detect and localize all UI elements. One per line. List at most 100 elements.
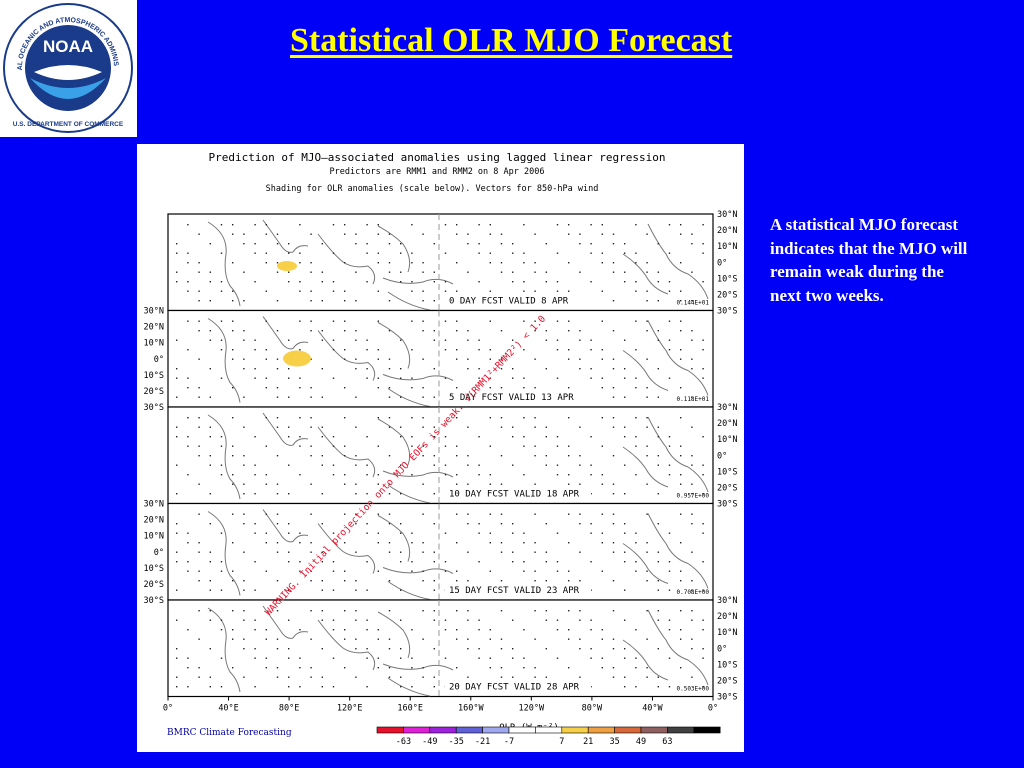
wind-dot — [500, 523, 503, 525]
wind-dot — [646, 455, 648, 457]
wind-dot — [646, 676, 648, 678]
colorbar-tick-label: -49 — [422, 737, 437, 747]
lat-tick-label: 10°S — [717, 660, 737, 670]
wind-dot — [310, 542, 312, 544]
wind-dot — [332, 349, 335, 351]
wind-dot — [265, 629, 267, 631]
wind-dot — [265, 513, 267, 515]
wind-dot — [220, 686, 223, 688]
wind-dot — [691, 551, 693, 553]
wind-dot — [209, 281, 211, 283]
wind-dot — [635, 561, 637, 563]
wind-dot — [590, 648, 592, 650]
wind-dot — [232, 233, 234, 235]
wind-dot — [377, 224, 379, 226]
wind-dot — [467, 619, 469, 621]
lat-tick-label: 10°S — [144, 564, 164, 574]
lat-tick-label: 20°S — [717, 676, 737, 686]
wind-dot — [702, 493, 704, 495]
wind-dot — [579, 648, 581, 650]
wind-dot — [232, 629, 234, 631]
wind-dot — [590, 561, 592, 563]
wind-dot — [523, 561, 525, 563]
wind-dot — [321, 493, 323, 495]
wind-dot — [489, 233, 491, 235]
wind-dot — [590, 243, 592, 245]
wind-dot — [601, 377, 603, 379]
wind-dot — [411, 667, 413, 669]
wind-dot — [388, 648, 391, 650]
wind-dot — [657, 368, 659, 370]
forecast-panel: 10 DAY FCST VALID 18 APR 0.957E+00 30°N 20°… — [167, 403, 737, 510]
wind-dot — [556, 657, 559, 659]
colorbar-segment — [667, 726, 695, 734]
wind-dot — [500, 483, 503, 485]
wind-dot — [456, 290, 458, 292]
wind-dot — [187, 262, 189, 264]
wind-dot — [478, 523, 480, 525]
wind-dot — [601, 570, 603, 572]
coastline — [377, 225, 411, 273]
wind-dot — [635, 377, 637, 379]
wind-dot — [276, 368, 279, 370]
wind-dot — [646, 426, 648, 428]
wind-dot — [332, 281, 335, 283]
wind-dot — [668, 252, 671, 254]
coastline — [317, 330, 376, 381]
wind-dot — [276, 358, 279, 360]
wind-dot — [500, 233, 503, 235]
wind-dot — [579, 330, 581, 332]
wind-dot — [321, 281, 323, 283]
wind-dot — [433, 589, 435, 591]
colorbar-tick-label: 7 — [559, 737, 564, 747]
wind-dot — [243, 233, 245, 235]
wind-dot — [545, 243, 547, 245]
lat-tick-label: 20°N — [717, 612, 737, 622]
noaa-bottom-text: U.S. DEPARTMENT OF COMMERCE — [13, 121, 124, 128]
wind-dot — [198, 580, 200, 582]
wind-dot — [209, 686, 211, 688]
wind-dot — [702, 629, 704, 631]
wind-dot — [220, 589, 223, 591]
wind-dot — [624, 619, 626, 621]
wind-dot — [624, 551, 626, 553]
wind-dot — [400, 551, 402, 553]
wind-dot — [478, 368, 480, 370]
wind-dot — [500, 513, 503, 515]
wind-dot — [512, 281, 514, 283]
wind-dot — [691, 358, 693, 360]
wind-dot — [220, 339, 223, 341]
wind-dot — [344, 483, 346, 485]
wind-dot — [702, 349, 704, 351]
wind-dot — [624, 686, 626, 688]
wind-dot — [590, 377, 592, 379]
wind-dot — [388, 542, 391, 544]
wind-dot — [512, 561, 514, 563]
wind-dot — [176, 252, 178, 254]
coastline — [622, 639, 669, 681]
wind-dot — [288, 657, 290, 659]
wind-dot — [467, 610, 469, 612]
wind-dot — [579, 243, 581, 245]
wind-dot — [456, 233, 458, 235]
wind-dot — [467, 368, 469, 370]
wind-dot — [467, 551, 469, 553]
coastline — [387, 677, 431, 697]
wind-dot — [265, 233, 267, 235]
lat-tick-label: 0° — [154, 355, 164, 365]
wind-dot — [489, 224, 491, 226]
wind-dot — [321, 368, 323, 370]
wind-dot — [299, 445, 301, 447]
wind-dot — [467, 676, 469, 678]
wind-dot — [187, 436, 189, 438]
wind-dot — [691, 330, 693, 332]
wind-dot — [422, 580, 424, 582]
wind-dot — [254, 349, 256, 351]
wind-dot — [523, 281, 525, 283]
wind-dot — [568, 638, 570, 640]
wind-dot — [321, 339, 323, 341]
wind-dot — [388, 262, 391, 264]
wind-dot — [702, 648, 704, 650]
wind-dot — [422, 290, 424, 292]
wind-dot — [646, 320, 648, 322]
